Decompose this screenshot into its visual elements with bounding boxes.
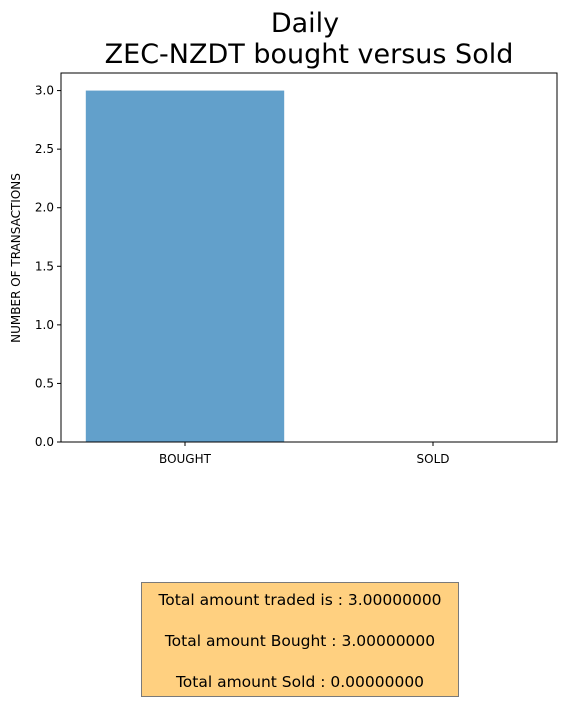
y-tick-label: 0.5 (35, 376, 54, 390)
chart-title-line-1: Daily (271, 8, 339, 39)
y-ticks-layer: 0.0 0.5 1.0 1.5 2.0 2.5 3.0 (35, 84, 61, 449)
y-tick-label: 2.0 (35, 201, 54, 215)
y-tick-label: 2.5 (35, 142, 54, 156)
bars-layer (85, 90, 285, 443)
y-tick-label: 0.0 (35, 435, 54, 449)
x-tick-label: SOLD (417, 452, 450, 466)
y-tick-label: 1.5 (35, 259, 54, 273)
chart-title-line-2: ZEC-NZDT bought versus Sold (105, 39, 514, 70)
y-axis-label: NUMBER OF TRANSACTIONS (9, 173, 23, 343)
summary-total-bought: Total amount Bought : 3.00000000 (164, 632, 436, 650)
summary-total-traded: Total amount traded is : 3.00000000 (158, 591, 442, 609)
summary-total-sold: Total amount Sold : 0.00000000 (175, 673, 425, 691)
bar-bought (85, 90, 285, 443)
x-ticks-layer: BOUGHT SOLD (159, 442, 450, 466)
plot-frame (60, 72, 558, 443)
bar-chart: Daily ZEC-NZDT bought versus Sold NUMBER… (9, 8, 558, 466)
y-tick-label: 1.0 (35, 318, 54, 332)
summary-box: Total amount traded is : 3.00000000 Tota… (141, 582, 459, 697)
x-tick-label: BOUGHT (159, 452, 212, 466)
y-tick-label: 3.0 (35, 84, 54, 98)
